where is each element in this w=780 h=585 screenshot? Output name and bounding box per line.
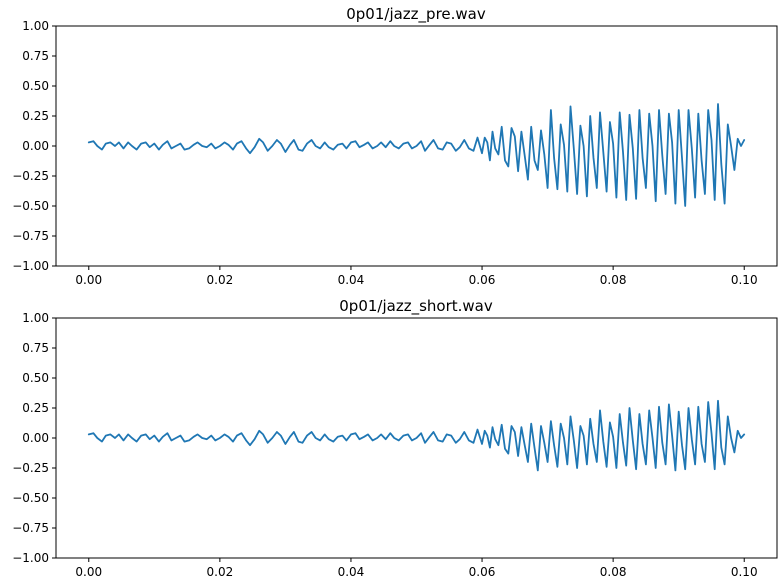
subplot-1-ytick-label: 0.25 <box>22 109 49 123</box>
subplot-2-ytick-label: 0.25 <box>22 401 49 415</box>
subplot-1-ytick-label: 0.00 <box>22 139 49 153</box>
subplot-1: 0p01/jazz_pre.wav 0.00 0.02 0.04 0.06 0.08 0.… <box>12 5 778 287</box>
subplot-2-ytick-label: 0.75 <box>22 341 49 355</box>
subplot-1-ytick-label: 0.50 <box>22 79 49 93</box>
subplot-2-xtick-label: 0.00 <box>75 565 102 579</box>
subplot-2-series-group <box>87 399 746 472</box>
subplot-2-ytick-label: −0.50 <box>12 491 49 505</box>
subplot-1-xtick-label: 0.10 <box>731 273 758 287</box>
subplot-1-title: 0p01/jazz_pre.wav <box>346 5 486 24</box>
subplot-1-ytick-label: 0.75 <box>22 49 49 63</box>
subplot-1-ytick-label: −1.00 <box>12 259 49 273</box>
subplot-2-ytick-label: −0.75 <box>12 521 49 535</box>
subplot-1-xtick-label: 0.06 <box>469 273 496 287</box>
subplot-2-title: 0p01/jazz_short.wav <box>339 297 493 316</box>
subplot-2-axes-frame <box>55 317 778 559</box>
subplot-2-xtick-label: 0.04 <box>338 565 365 579</box>
subplot-1-ytick-label: −0.25 <box>12 169 49 183</box>
subplot-2-ytick-label: 1.00 <box>22 311 49 325</box>
subplot-1-ytick-label: −0.50 <box>12 199 49 213</box>
subplot-2-xtick-label: 0.10 <box>731 565 758 579</box>
subplot-1-xtick-label: 0.04 <box>338 273 365 287</box>
subplot-2-xtick-label: 0.06 <box>469 565 496 579</box>
subplot-1-xticks: 0.00 0.02 0.04 0.06 0.08 0.10 <box>75 266 758 287</box>
subplot-1-yticks: 1.00 0.75 0.50 0.25 0.00 −0.25 −0.50 −0.75 −1.00 <box>12 19 56 273</box>
subplot-2: 0p01/jazz_short.wav 0.00 0.02 0.04 0.06 0.08… <box>12 297 778 579</box>
subplot-2-yticks: 1.00 0.75 0.50 0.25 0.00 −0.25 −0.50 −0.75 −1.00 <box>12 311 56 565</box>
subplot-2-xticks: 0.00 0.02 0.04 0.06 0.08 0.10 <box>75 558 758 579</box>
subplot-1-axes-frame <box>55 25 778 267</box>
subplot-2-xtick-label: 0.02 <box>207 565 234 579</box>
subplot-1-xtick-label: 0.08 <box>600 273 627 287</box>
subplot-2-ytick-label: 0.50 <box>22 371 49 385</box>
subplot-2-series-line-1 <box>87 399 746 472</box>
subplot-1-xtick-label: 0.02 <box>207 273 234 287</box>
subplot-1-xtick-label: 0.00 <box>75 273 102 287</box>
subplot-1-series-line-1 <box>87 103 746 207</box>
subplot-2-ytick-label: −1.00 <box>12 551 49 565</box>
subplot-2-ytick-label: −0.25 <box>12 461 49 475</box>
subplot-2-ytick-label: 0.00 <box>22 431 49 445</box>
subplot-1-ytick-label: −0.75 <box>12 229 49 243</box>
subplot-1-ytick-label: 1.00 <box>22 19 49 33</box>
subplot-1-series-group <box>87 103 746 207</box>
subplot-2-xtick-label: 0.08 <box>600 565 627 579</box>
